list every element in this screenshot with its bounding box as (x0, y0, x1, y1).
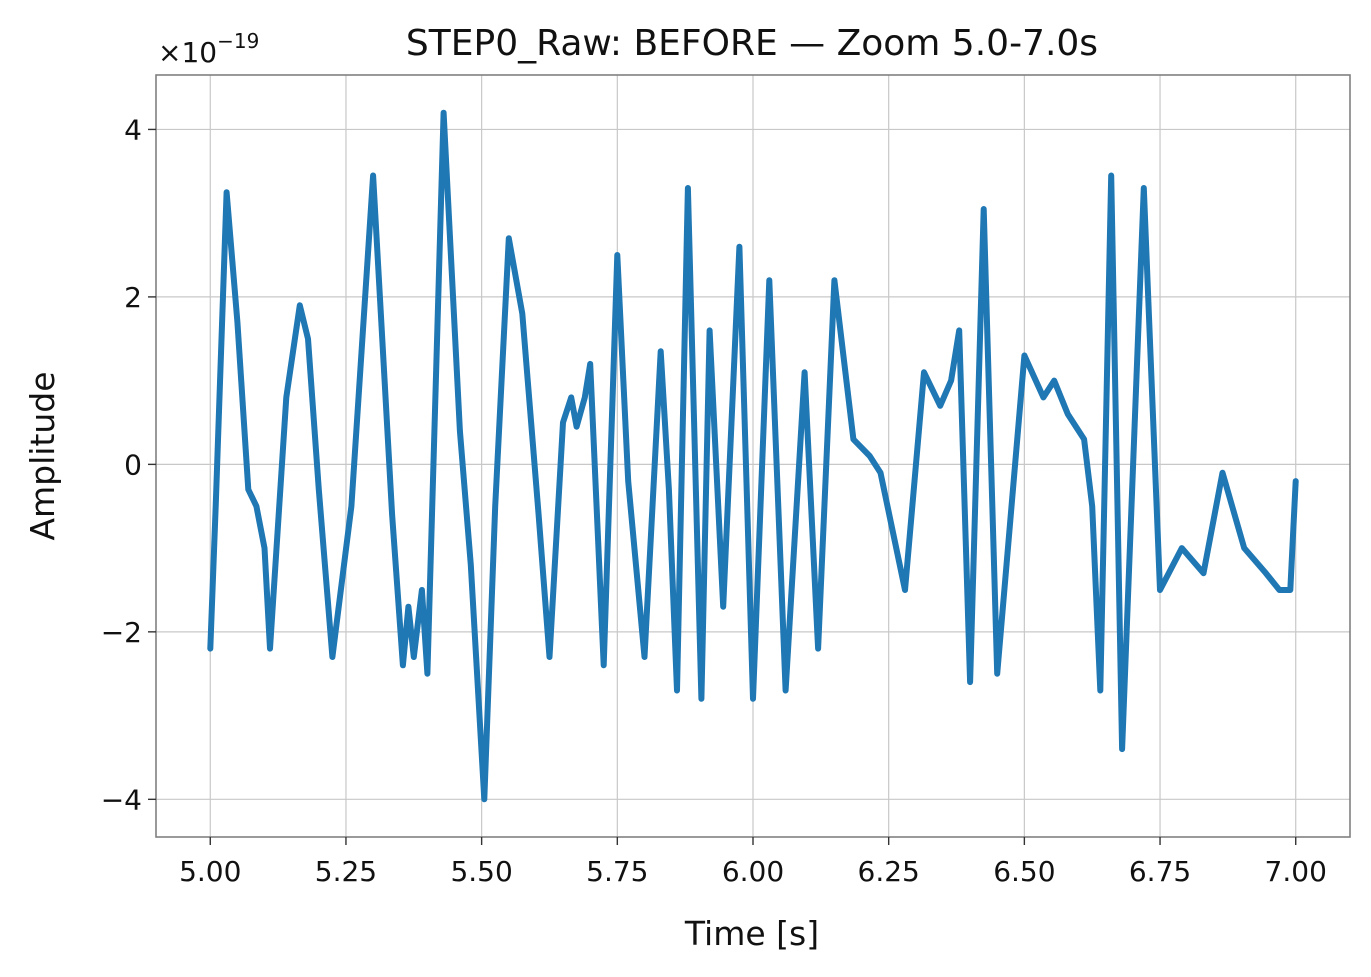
series-line (207, 109, 1299, 803)
y-offset-exponent: −19 (217, 29, 259, 53)
x-tick-label: 6.25 (858, 855, 920, 888)
x-tick-label: 6.75 (1129, 855, 1191, 888)
y-axis-label: Amplitude (23, 371, 62, 540)
x-axis-label: Time [s] (684, 914, 819, 953)
chart-title: STEP0_Raw: BEFORE — Zoom 5.0-7.0s (406, 23, 1098, 64)
y-tick-label: 4 (124, 113, 142, 146)
x-tick-label: 6.50 (993, 855, 1055, 888)
x-axis: 5.00 5.25 5.50 5.75 6.00 6.25 6.50 6.75 7.00 (179, 837, 1327, 888)
y-tick-label: 2 (124, 281, 142, 314)
series-layer (207, 109, 1299, 803)
y-axis: −4 −2 0 2 4 (101, 113, 156, 816)
x-tick-label: 5.00 (179, 855, 241, 888)
x-tick-label: 5.25 (315, 855, 377, 888)
x-tick-label: 5.50 (450, 855, 512, 888)
x-tick-label: 7.00 (1265, 855, 1327, 888)
y-tick-label: −4 (101, 783, 142, 816)
y-offset-base: ×10 (158, 36, 217, 69)
y-tick-label: −2 (101, 616, 142, 649)
y-offset-label: ×10−19 (158, 29, 259, 69)
x-tick-label: 6.00 (722, 855, 784, 888)
x-tick-label: 5.75 (586, 855, 648, 888)
y-tick-label: 0 (124, 448, 142, 481)
